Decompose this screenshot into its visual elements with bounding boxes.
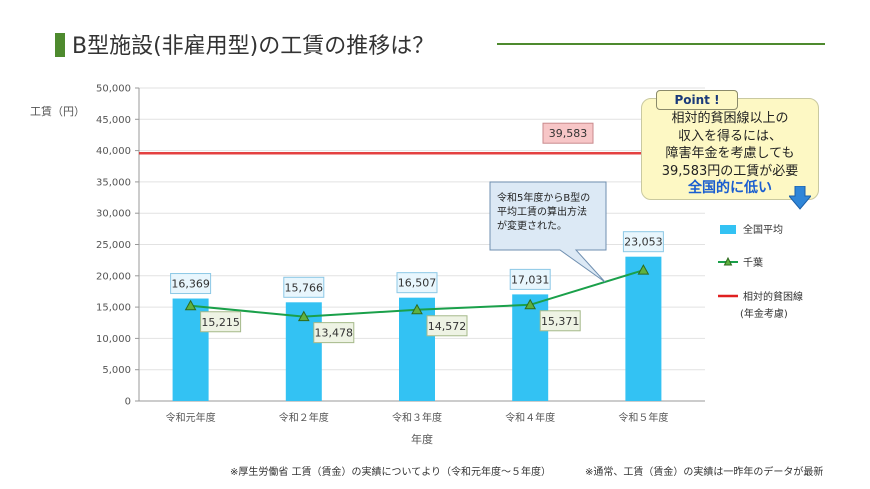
poverty-line-label-box: [542, 122, 594, 144]
bar-label-box: [509, 268, 551, 290]
y-tick-label: 10,000: [96, 334, 131, 345]
legend-line-marker: [723, 256, 733, 266]
y-tick-label: 25,000: [96, 240, 131, 251]
point-line: 相対的貧困線以上の: [671, 111, 789, 126]
footnote-source: ※厚生労働省 工賃（賃金）の実績についてより（令和元年度～５年度）: [230, 467, 552, 478]
line-data-label: 14,572: [428, 320, 467, 333]
line-label-box: [313, 322, 355, 344]
x-tick-label: 令和２年度: [279, 411, 329, 424]
down-arrow-icon: [789, 186, 811, 210]
bar-data-label: 15,766: [285, 281, 324, 294]
x-tick-label: 令和５年度: [618, 411, 668, 424]
bar-data-label: 16,369: [171, 278, 210, 291]
title-accent-bar: [55, 33, 65, 57]
bar-label-box: [170, 273, 212, 295]
method-change-callout: [489, 181, 607, 283]
bar-label-box: [622, 231, 664, 253]
line-marker: [637, 264, 650, 275]
x-axis-title: 年度: [411, 432, 433, 446]
line-marker: [184, 299, 197, 311]
footnote-note: ※通常、工賃（賃金）の実績は一昨年のデータが最新: [585, 467, 824, 478]
legend-bar-label: 全国平均: [743, 223, 783, 236]
bar-data-label: 17,031: [511, 273, 550, 286]
y-tick-label: 35,000: [96, 177, 131, 188]
line-data-label: 15,215: [201, 316, 240, 329]
legend-bar-swatch: [720, 225, 736, 234]
line-marker: [297, 310, 310, 322]
callout-line: 平均工賃の算出方法: [497, 205, 587, 218]
y-tick-label: 45,000: [96, 115, 131, 126]
line-label-box: [426, 315, 468, 337]
y-tick-label: 15,000: [96, 303, 131, 314]
y-tick-label: 5,000: [102, 365, 131, 376]
bar: [399, 297, 435, 401]
poverty-line-label: 39,583: [549, 127, 588, 140]
y-axis-title: 工賃（円）: [30, 104, 85, 118]
point-line: 39,583円の工賃が必要: [661, 163, 799, 179]
point-text: 相対的貧困線以上の 収入を得るには、 障害年金を考慮しても 39,583円の工賃…: [641, 110, 819, 198]
bar-label-box: [396, 272, 438, 294]
point-callout-box: [641, 98, 819, 200]
bar-data-label: 23,053: [624, 236, 663, 249]
legend-ref-sublabel: (年金考慮): [740, 307, 788, 320]
callout-line: 令和5年度からB型の: [497, 191, 590, 204]
x-tick-label: 令和４年度: [505, 411, 555, 424]
y-tick-label: 50,000: [96, 84, 131, 95]
line-label-box: [200, 311, 242, 333]
line-marker: [524, 298, 537, 310]
point-line: 収入を得るには、: [677, 128, 782, 144]
x-tick-label: 令和３年度: [392, 411, 442, 424]
y-tick-label: 40,000: [96, 146, 131, 157]
line-marker: [411, 303, 423, 315]
bar-label-box: [283, 276, 325, 298]
bar: [625, 256, 662, 401]
line-label-box: [539, 310, 581, 332]
callout-line: が変更された。: [497, 219, 567, 232]
bar-data-label: 16,507: [398, 277, 437, 290]
legend-line-label: 千葉: [743, 256, 763, 269]
y-tick-label: 0: [125, 397, 131, 408]
page-title: B型施設(非雇用型)の工賃の推移は？: [72, 34, 435, 59]
legend-ref-label: 相対的貧困線: [743, 290, 803, 303]
point-line: 障害年金を考慮しても: [665, 146, 795, 161]
point-emphasis: 全国的に低い: [688, 180, 772, 196]
x-tick-label: 令和元年度: [166, 411, 216, 424]
y-tick-label: 20,000: [96, 271, 131, 282]
line-data-label: 15,371: [541, 315, 580, 328]
line-data-label: 13,478: [315, 327, 354, 340]
y-tick-label: 30,000: [96, 209, 131, 220]
title-rule: [497, 43, 825, 45]
point-badge: Point !: [656, 90, 738, 110]
